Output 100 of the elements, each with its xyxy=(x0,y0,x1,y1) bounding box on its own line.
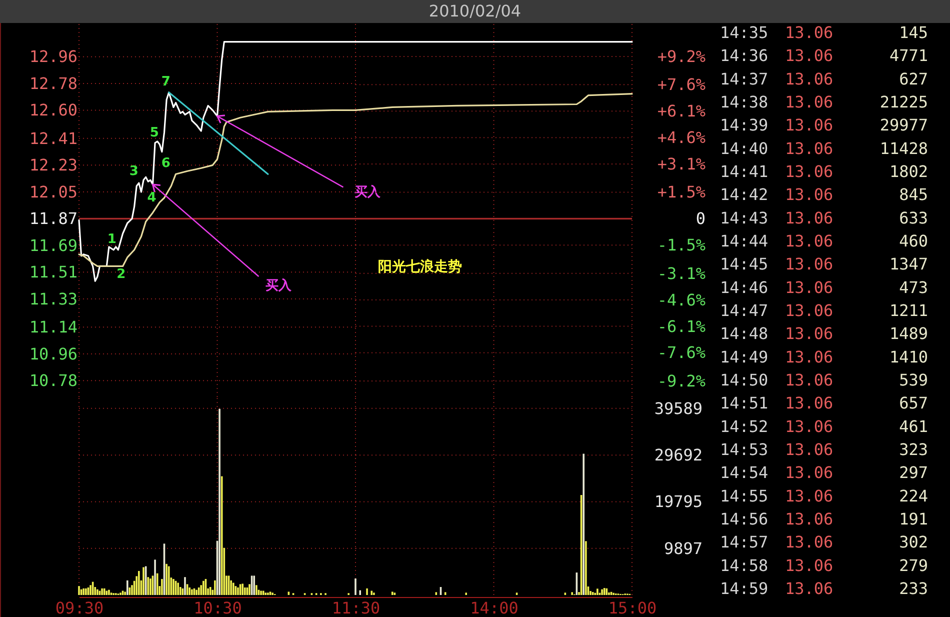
text: 14:35 xyxy=(720,23,768,42)
y-tick-label: 29692 xyxy=(654,446,702,465)
text: 13.06 xyxy=(785,579,834,598)
text: 297 xyxy=(899,463,928,482)
text: 1410 xyxy=(889,347,928,366)
text: 473 xyxy=(899,278,928,297)
text: 29977 xyxy=(880,116,928,135)
chart-title: 2010/02/04 xyxy=(428,2,522,20)
y2-tick-label: -6.1% xyxy=(657,316,706,336)
y-tick-label: 11.33 xyxy=(29,289,78,308)
text: 279 xyxy=(899,556,928,575)
text: 14:52 xyxy=(720,416,768,436)
text: 13.06 xyxy=(785,486,834,506)
text: 191 xyxy=(899,510,928,529)
text: 14:49 xyxy=(720,347,768,366)
annotation: 买入 xyxy=(354,184,382,200)
text: 14:51 xyxy=(720,394,768,413)
y-tick-label: 12.41 xyxy=(29,128,78,148)
text: 461 xyxy=(899,416,928,436)
text: 13.06 xyxy=(785,416,834,436)
text: 14:53 xyxy=(720,440,768,460)
annotation: 1 xyxy=(107,232,116,247)
text: 13.06 xyxy=(785,556,834,575)
x-tick-label: 11:30 xyxy=(332,598,380,617)
x-tick-label: 10:30 xyxy=(194,598,242,617)
y-tick-label: 10.96 xyxy=(29,344,78,364)
text: 13.06 xyxy=(785,69,834,88)
text: 627 xyxy=(899,69,928,88)
text: 14:56 xyxy=(720,510,768,529)
text: 13.06 xyxy=(785,138,834,158)
y-tick-label: 39589 xyxy=(654,398,702,418)
text: 13.06 xyxy=(785,23,834,42)
text: 13.06 xyxy=(785,92,834,112)
text: 13.06 xyxy=(785,510,834,529)
text: 14:39 xyxy=(720,116,768,135)
y2-tick-label: 0 xyxy=(696,209,706,228)
text: 1489 xyxy=(889,324,928,344)
y-tick-label: 10.78 xyxy=(29,371,78,390)
annotation: 6 xyxy=(161,156,170,171)
annotation: 5 xyxy=(150,125,159,140)
text: 14:47 xyxy=(720,301,768,320)
y2-tick-label: +4.6% xyxy=(657,128,706,148)
text: 13.06 xyxy=(785,532,834,552)
text: 13.06 xyxy=(785,347,834,366)
annotation: 4 xyxy=(147,190,156,206)
text: 14:41 xyxy=(720,162,768,182)
text: 14:36 xyxy=(720,46,768,66)
y2-tick-label: -1.5% xyxy=(657,236,706,255)
text: 323 xyxy=(899,440,928,460)
text: 145 xyxy=(899,23,928,42)
text: 13.06 xyxy=(785,394,834,413)
text: 233 xyxy=(899,579,928,598)
text: 14:45 xyxy=(720,254,768,274)
text: 14:50 xyxy=(720,370,768,390)
y-tick-label: 12.60 xyxy=(29,100,78,120)
text: 14:40 xyxy=(720,138,768,158)
x-tick-label: 09:30 xyxy=(55,598,104,617)
y-tick-label: 11.87 xyxy=(29,209,78,228)
y2-tick-label: +6.1% xyxy=(657,102,706,121)
text: 14:42 xyxy=(720,185,768,204)
annotation: 阳光七浪走势 xyxy=(378,258,462,275)
text: 302 xyxy=(899,532,928,552)
text: 13.06 xyxy=(785,463,834,482)
text: 14:58 xyxy=(720,556,768,575)
text: 13.06 xyxy=(785,185,834,204)
text: 13.06 xyxy=(785,46,834,66)
text: 14:59 xyxy=(720,579,768,598)
text: 460 xyxy=(899,232,928,251)
y2-tick-label: -9.2% xyxy=(657,371,706,390)
text: 14:48 xyxy=(720,324,768,344)
y2-tick-label: +7.6% xyxy=(657,75,706,94)
text: 13.06 xyxy=(785,162,834,182)
annotation: 买入 xyxy=(266,277,293,294)
y2-tick-label: -4.6% xyxy=(657,290,706,310)
text: 13.06 xyxy=(785,370,834,390)
text: 13.06 xyxy=(785,324,834,344)
y-tick-label: 11.14 xyxy=(29,318,78,337)
y-tick-label: 11.69 xyxy=(29,236,78,255)
text: 14:55 xyxy=(720,486,768,506)
x-tick-label: 15:00 xyxy=(608,598,657,617)
text: 14:57 xyxy=(720,532,768,552)
y2-tick-label: +1.5% xyxy=(657,182,706,202)
text: 1347 xyxy=(889,254,928,274)
text: 13.06 xyxy=(785,440,834,460)
y-tick-label: 12.23 xyxy=(29,156,78,175)
text: 14:37 xyxy=(720,69,768,88)
y2-tick-label: +3.1% xyxy=(657,154,706,174)
x-tick-label: 14:00 xyxy=(470,598,518,617)
annotation: 3 xyxy=(129,164,138,180)
text: 13.06 xyxy=(785,232,834,251)
text: 539 xyxy=(899,370,928,390)
text: 1802 xyxy=(889,162,928,182)
text: 14:44 xyxy=(720,232,768,251)
text: 14:38 xyxy=(720,92,768,112)
y2-tick-label: -7.6% xyxy=(657,343,706,362)
text: 14:54 xyxy=(720,463,768,482)
y-tick-label: 12.05 xyxy=(29,182,78,202)
text: 224 xyxy=(899,486,928,506)
text: 633 xyxy=(899,208,928,228)
y-tick-label: 11.51 xyxy=(29,262,78,282)
